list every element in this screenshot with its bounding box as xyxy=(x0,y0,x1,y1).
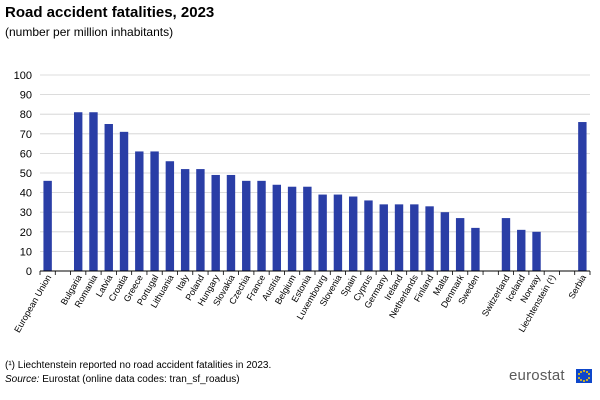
bar xyxy=(257,180,266,271)
bar xyxy=(104,124,113,271)
x-axis-tick-labels: European Union BulgariaRomaniaLatviaCroat… xyxy=(12,273,588,335)
bar xyxy=(242,180,251,271)
y-tick-label: 10 xyxy=(20,246,32,258)
y-tick-label: 100 xyxy=(14,70,32,82)
y-tick-label: 60 xyxy=(20,148,32,160)
bar xyxy=(410,204,419,271)
bars xyxy=(43,112,587,272)
bar xyxy=(364,200,373,271)
y-tick-label: 20 xyxy=(20,227,32,239)
bar xyxy=(471,227,480,271)
bar xyxy=(455,218,465,271)
gridlines xyxy=(40,74,590,252)
eurostat-logo: eurostat xyxy=(509,367,595,387)
x-tick-label: European Union xyxy=(12,273,53,334)
chart-title: Road accident fatalities, 2023 xyxy=(5,4,215,21)
bar-chart: 0 10 20 30 40 50 60 70 80 90 100 European Union Bul… xyxy=(12,70,591,335)
y-tick-label: 50 xyxy=(20,168,32,180)
footnote: (¹) Liechtenstein reported no road accid… xyxy=(5,360,272,371)
bar xyxy=(578,122,587,271)
x-tick-label: Serbia xyxy=(566,273,588,301)
y-tick-label: 0 xyxy=(26,266,32,278)
bar xyxy=(333,194,343,271)
bar xyxy=(165,161,175,271)
eu-flag-icon xyxy=(576,369,592,383)
source-text: Eurostat (online data codes: tran_sf_roa… xyxy=(39,374,240,385)
y-axis-tick-labels: 0 10 20 30 40 50 60 70 80 90 100 xyxy=(14,70,32,278)
bar xyxy=(119,131,129,271)
chart-subtitle: (number per million inhabitants) xyxy=(5,25,174,39)
y-tick-label: 70 xyxy=(20,129,32,141)
logo-text: eurostat xyxy=(509,367,565,384)
bar xyxy=(394,204,404,271)
source-label: Source: xyxy=(5,374,40,385)
bar xyxy=(211,174,220,271)
bar xyxy=(440,212,450,271)
bar xyxy=(196,169,205,271)
bar xyxy=(517,229,526,271)
y-tick-label: 30 xyxy=(20,207,32,219)
bar xyxy=(532,231,541,271)
bar xyxy=(150,151,159,271)
bar xyxy=(348,196,358,271)
bar xyxy=(379,204,388,271)
bar xyxy=(73,112,83,272)
bar xyxy=(425,206,434,271)
bar xyxy=(287,186,297,271)
bar xyxy=(501,218,511,271)
x-axis xyxy=(39,270,591,275)
bar xyxy=(43,180,52,271)
bar xyxy=(89,112,98,272)
y-tick-label: 80 xyxy=(20,109,32,121)
bar xyxy=(272,184,282,271)
bar xyxy=(303,186,312,271)
y-tick-label: 40 xyxy=(20,188,32,200)
bar xyxy=(135,151,144,271)
y-tick-label: 90 xyxy=(20,90,32,102)
bar xyxy=(226,174,236,271)
source-note: Source: Eurostat (online data codes: tra… xyxy=(5,374,240,385)
bar xyxy=(180,169,190,271)
bar xyxy=(318,194,327,271)
